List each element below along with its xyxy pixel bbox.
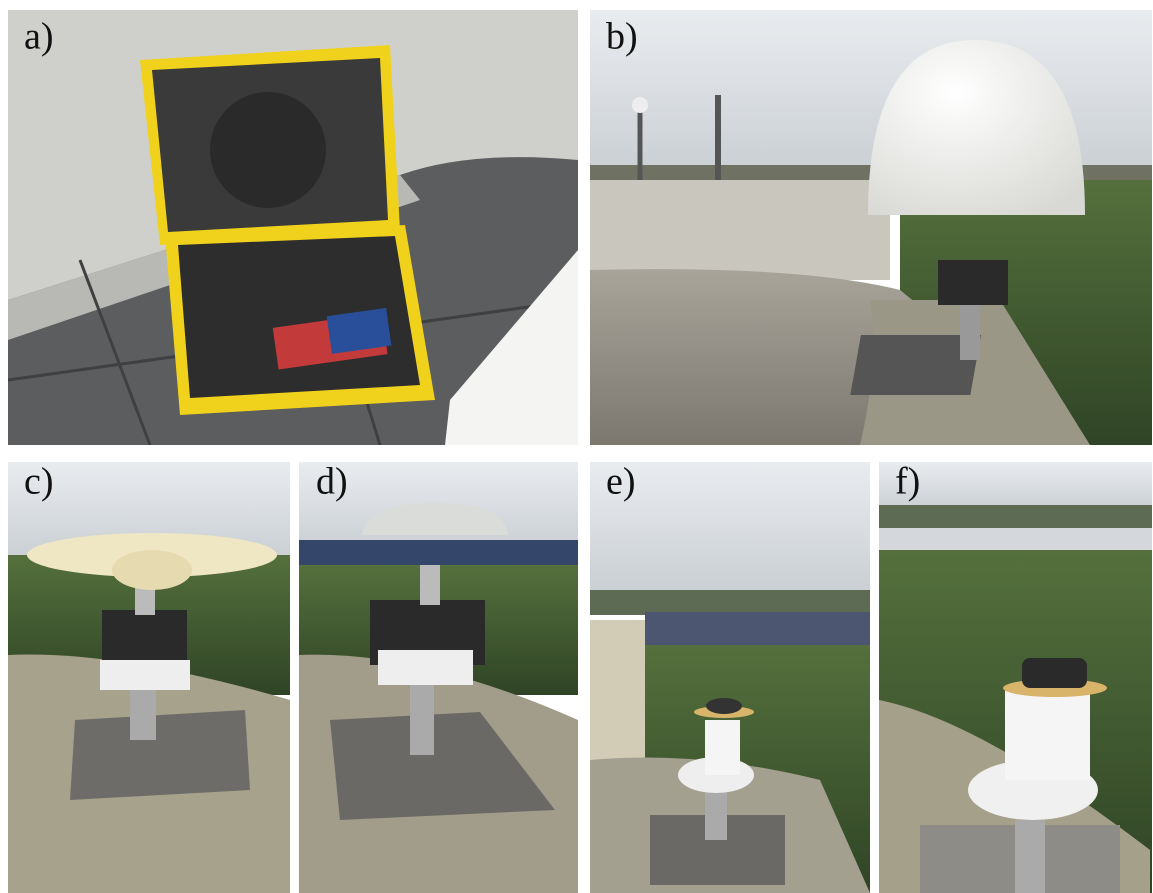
panel-c [8, 462, 290, 893]
panel-label: e) [606, 460, 636, 502]
panel-d [299, 462, 578, 893]
panel-b [590, 10, 1152, 445]
panel-label: a) [24, 15, 54, 57]
panel-label: f) [895, 460, 920, 502]
panel-label: c) [24, 460, 54, 502]
panel-label: d) [316, 460, 348, 502]
panel-f [879, 462, 1152, 893]
panel-e [590, 462, 870, 893]
panel-label: b) [606, 15, 638, 57]
panel-a [8, 10, 578, 445]
